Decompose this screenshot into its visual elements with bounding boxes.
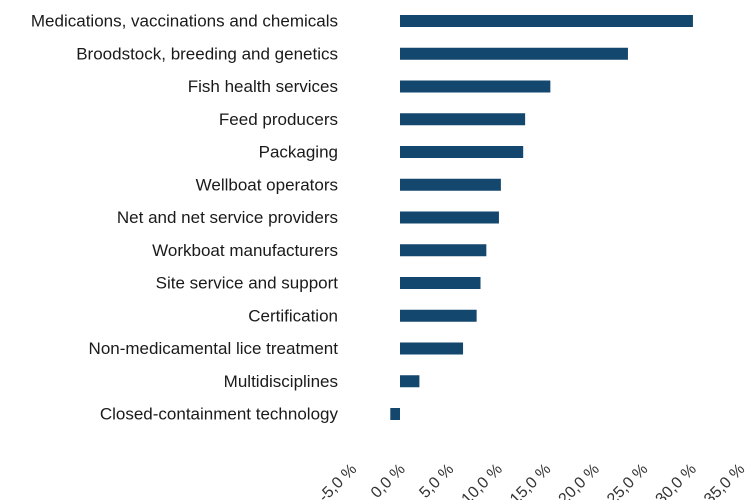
category-label-medications-vaccinations-and-chemicals: Medications, vaccinations and chemicals bbox=[31, 12, 338, 31]
bar-fish-health-services bbox=[400, 80, 551, 93]
category-label-broodstock-breeding-and-genetics: Broodstock, breeding and genetics bbox=[76, 44, 338, 63]
category-label-closed-containment-technology: Closed-containment technology bbox=[100, 405, 339, 424]
bar-non-medicamental-lice-treatment bbox=[400, 342, 464, 355]
category-label-net-and-net-service-providers: Net and net service providers bbox=[117, 208, 338, 227]
x-tick-label: 20,0 % bbox=[556, 461, 603, 500]
category-label-site-service-and-support: Site service and support bbox=[156, 274, 339, 293]
bar-medications-vaccinations-and-chemicals bbox=[400, 15, 693, 27]
bar-packaging bbox=[400, 146, 524, 158]
x-axis-ticks: -5,0 % 0,0 % 5,0 % 10,0 % 15,0 % 20,0 % 25,0 %… bbox=[316, 461, 749, 500]
category-labels: Medications, vaccinations and chemicals B… bbox=[31, 12, 339, 424]
category-label-feed-producers: Feed producers bbox=[219, 110, 338, 129]
bar-site-service-and-support bbox=[400, 277, 481, 289]
bar-feed-producers bbox=[400, 113, 526, 126]
x-tick-label: 30,0 % bbox=[653, 461, 700, 500]
category-label-workboat-manufacturers: Workboat manufacturers bbox=[152, 241, 338, 260]
category-label-wellboat-operators: Wellboat operators bbox=[196, 175, 338, 194]
bar-closed-containment-technology bbox=[390, 408, 400, 420]
x-tick-label: 0,0 % bbox=[368, 461, 409, 500]
category-label-certification: Certification bbox=[248, 306, 338, 325]
bar-certification bbox=[400, 309, 477, 322]
x-tick-label: 5,0 % bbox=[416, 461, 457, 500]
x-tick-label: -5,0 % bbox=[316, 461, 361, 500]
x-tick-label: 15,0 % bbox=[507, 461, 554, 500]
x-tick-label: 35,0 % bbox=[701, 461, 748, 500]
category-label-non-medicamental-lice-treatment: Non-medicamental lice treatment bbox=[89, 339, 339, 358]
category-label-packaging: Packaging bbox=[259, 143, 338, 162]
x-tick-label: 10,0 % bbox=[459, 461, 506, 500]
bar-wellboat-operators bbox=[400, 178, 501, 191]
bars bbox=[390, 15, 693, 420]
bar-workboat-manufacturers bbox=[400, 244, 487, 257]
x-tick-label: 25,0 % bbox=[604, 461, 651, 500]
bar-net-and-net-service-providers bbox=[400, 211, 499, 224]
bar-multidisciplines bbox=[400, 375, 420, 388]
category-label-multidisciplines: Multidisciplines bbox=[224, 372, 338, 391]
bar-broodstock-breeding-and-genetics bbox=[400, 47, 628, 60]
category-label-fish-health-services: Fish health services bbox=[188, 77, 338, 96]
